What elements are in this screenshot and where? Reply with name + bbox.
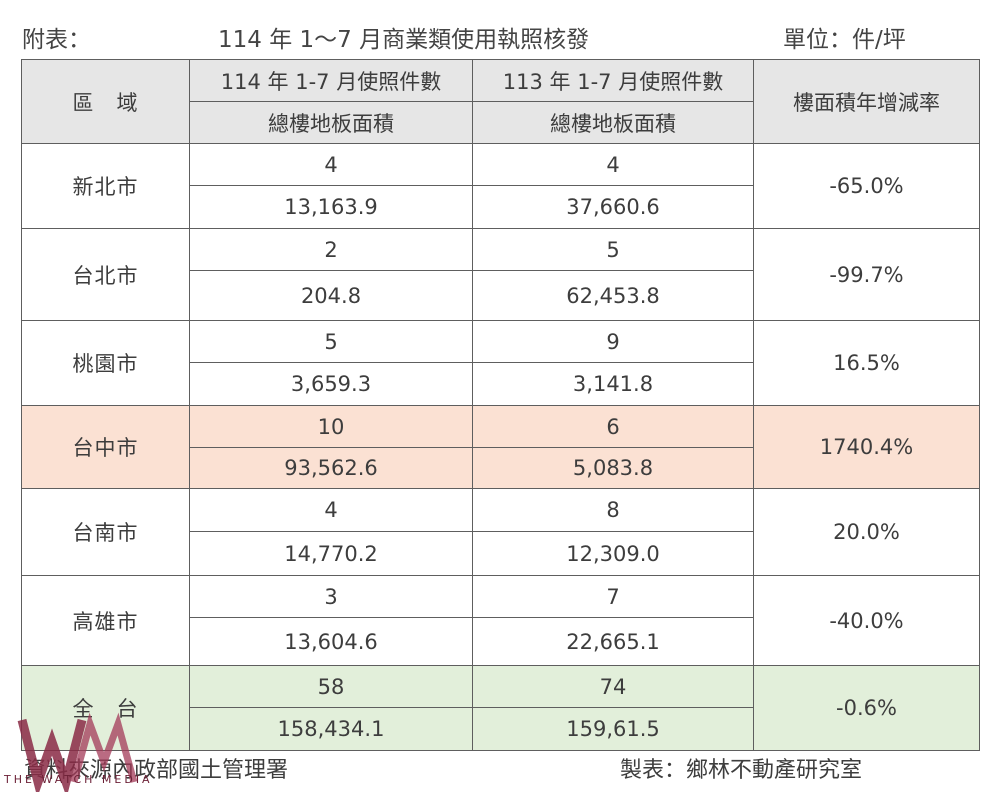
rate-cell: 1740.4% [753, 405, 980, 489]
header-113-area: 總樓地板面積 [472, 101, 754, 144]
count-114-cell: 58 [189, 665, 473, 708]
count-114-cell: 4 [189, 488, 473, 532]
maker-note: 製表：鄉林不動產研究室 [620, 758, 863, 783]
count-113-cell: 7 [472, 575, 754, 618]
table-row: 14,770.2 12,309.0 [22, 531, 980, 576]
table-row: 台中市 10 6 1740.4% [21, 405, 980, 489]
header-rate: 樓面積年增減率 [753, 59, 980, 144]
region-cell: 高雄市 [21, 575, 190, 666]
region-cell: 台中市 [21, 405, 190, 489]
table-row: 13,604.6 22,665.1 [22, 617, 980, 666]
count-114-cell: 5 [189, 320, 473, 363]
header-region: 區 域 [21, 59, 190, 144]
rate-cell: 20.0% [753, 488, 980, 576]
area-114-cell: 13,604.6 [189, 617, 473, 666]
table-row: 204.8 62,453.8 [22, 270, 980, 321]
area-114-cell: 13,163.9 [189, 185, 473, 229]
header-114-count: 114 年 1-7 月使照件數 [189, 59, 473, 102]
count-114-cell: 10 [189, 405, 473, 448]
count-113-cell: 9 [472, 320, 754, 363]
area-113-cell: 62,453.8 [472, 270, 754, 321]
rate-cell: -0.6% [753, 665, 980, 751]
region-cell: 新北市 [21, 143, 190, 229]
count-114-cell: 3 [189, 575, 473, 618]
count-113-cell: 8 [472, 488, 754, 532]
table-row: 3,659.3 3,141.8 [22, 362, 980, 406]
area-114-cell: 204.8 [189, 270, 473, 321]
area-113-cell: 22,665.1 [472, 617, 754, 666]
header-row-1: 區 域 114 年 1-7 月使照件數 113 年 1-7 月使照件數 樓面積年… [21, 59, 980, 144]
document-header: 附表： 114 年 1～7 月商業類使用執照核發 單位：件/坪 [0, 14, 1000, 54]
table-row: 全 台 58 74 -0.6% [21, 665, 980, 751]
area-114-cell: 3,659.3 [189, 362, 473, 406]
area-114-cell: 158,434.1 [189, 707, 473, 751]
permit-table: 區 域 114 年 1-7 月使照件數 113 年 1-7 月使照件數 樓面積年… [21, 59, 980, 751]
region-cell: 桃園市 [21, 320, 190, 406]
document-title: 114 年 1～7 月商業類使用執照核發 [218, 27, 590, 53]
table-row: 台南市 4 8 20.0% [21, 488, 980, 576]
count-114-cell: 4 [189, 143, 473, 186]
appendix-label: 附表： [22, 27, 91, 53]
area-113-cell: 37,660.6 [472, 185, 754, 229]
count-113-cell: 5 [472, 228, 754, 271]
region-cell: 台南市 [21, 488, 190, 576]
watermark-text: THE WATCH MEDIA [4, 773, 153, 786]
count-113-cell: 74 [472, 665, 754, 708]
area-114-cell: 93,562.6 [189, 447, 473, 489]
unit-label: 單位：件/坪 [783, 27, 906, 53]
header-113-count: 113 年 1-7 月使照件數 [472, 59, 754, 102]
header-row-2: 總樓地板面積 總樓地板面積 [22, 101, 980, 144]
area-113-cell: 12,309.0 [472, 531, 754, 576]
rate-cell: -65.0% [753, 143, 980, 229]
watermark-logo-icon [17, 712, 138, 792]
area-113-cell: 5,083.8 [472, 447, 754, 489]
table-row: 台北市 2 5 -99.7% [21, 228, 980, 321]
area-114-cell: 14,770.2 [189, 531, 473, 576]
header-114-area: 總樓地板面積 [189, 101, 473, 144]
area-113-cell: 159,61.5 [472, 707, 754, 751]
rate-cell: -40.0% [753, 575, 980, 666]
count-114-cell: 2 [189, 228, 473, 271]
region-cell: 台北市 [21, 228, 190, 321]
count-113-cell: 4 [472, 143, 754, 186]
table-row: 新北市 4 4 -65.0% [21, 143, 980, 229]
area-113-cell: 3,141.8 [472, 362, 754, 406]
count-113-cell: 6 [472, 405, 754, 448]
table-row: 桃園市 5 9 16.5% [21, 320, 980, 406]
rate-cell: 16.5% [753, 320, 980, 406]
table-row: 高雄市 3 7 -40.0% [21, 575, 980, 666]
rate-cell: -99.7% [753, 228, 980, 321]
